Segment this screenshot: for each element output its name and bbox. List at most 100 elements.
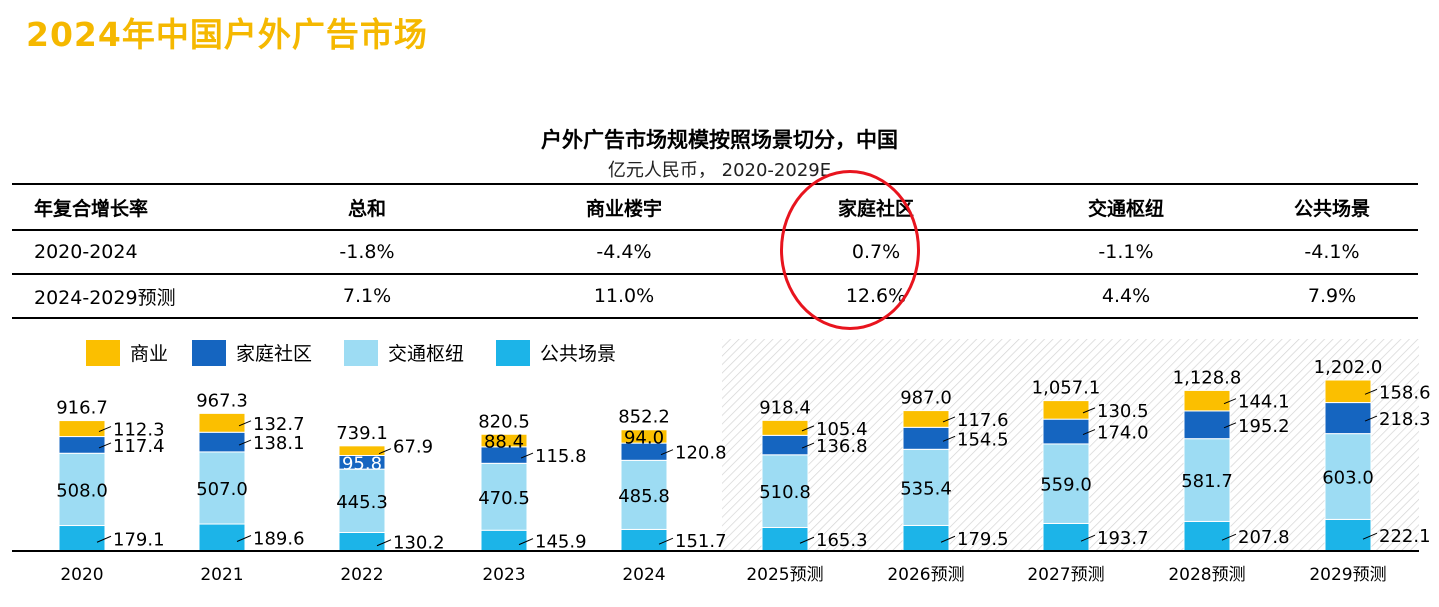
- cagr-header-public: 公共场景: [1293, 197, 1370, 220]
- data-label-community: 95.8: [342, 453, 382, 474]
- bar-segment-community: [198, 431, 246, 453]
- table-cell: -4.1%: [1304, 241, 1360, 263]
- bar-segment-transport: [620, 459, 668, 530]
- bar-segment-community: [1183, 410, 1231, 440]
- data-label-commercial: 132.7: [253, 414, 305, 435]
- table-cell: 7.9%: [1307, 285, 1357, 307]
- data-label-public: 130.2: [393, 533, 445, 554]
- data-label-transport: 470.5: [478, 488, 530, 509]
- table-cell: 11.0%: [593, 285, 655, 307]
- legend-swatch-community: [192, 339, 226, 366]
- data-label-commercial: 117.6: [957, 410, 1009, 431]
- bar-segment-public: [1183, 520, 1231, 552]
- bar-segment-transport: [480, 462, 528, 531]
- table-cell: 2024-2029预测: [34, 286, 176, 309]
- data-label-commercial: 144.1: [1238, 392, 1290, 413]
- data-label-transport: 535.4: [900, 478, 952, 499]
- bar-segment-community: [761, 434, 809, 456]
- data-label-commercial: 94.0: [624, 427, 664, 448]
- table-cell: 7.1%: [342, 285, 392, 307]
- data-label-leader: [1221, 533, 1237, 541]
- bar-segment-public: [58, 525, 106, 552]
- bar-segment-transport: [902, 448, 950, 526]
- bar-segment-public: [338, 531, 386, 552]
- data-label-community: 138.1: [253, 433, 305, 454]
- bar-segment-transport: [58, 452, 106, 527]
- data-label-community: 120.8: [675, 443, 727, 464]
- data-label-transport: 510.8: [759, 482, 811, 503]
- legend-label-public: 公共场景: [540, 343, 617, 365]
- table-row: 2024-2029预测 7.1% 11.0% 12.6% 4.4% 7.9%: [12, 274, 1418, 318]
- table-row: 2020-2024 -1.8% -4.4% 0.7% -1.1% -4.1%: [12, 230, 1418, 274]
- legend-swatch-commercial: [86, 339, 120, 366]
- data-label-transport: 581.7: [1181, 471, 1233, 492]
- cagr-table: 年复合增长率 总和 商业楼宇 家庭社区 交通枢纽 公共场景 2020-2024 …: [12, 183, 1418, 319]
- data-label-transport: 485.8: [618, 486, 670, 507]
- chart-title: 户外广告市场规模按照场景切分，中国: [541, 128, 898, 152]
- x-tick-label: 2026预测: [887, 565, 964, 585]
- data-label-commercial: 112.3: [113, 420, 165, 441]
- bar-segment-public: [198, 523, 246, 552]
- data-label-community: 136.8: [816, 436, 868, 457]
- data-label-leader: [801, 442, 815, 449]
- table-cell: 12.6%: [845, 285, 907, 307]
- bar-segment-community: [1042, 418, 1090, 445]
- data-label-transport: 507.0: [196, 479, 248, 500]
- total-label: 1,128.8: [1173, 367, 1242, 388]
- bar-segment-commercial: [1042, 400, 1090, 420]
- data-label-leader: [236, 535, 252, 542]
- data-label-leader: [98, 442, 112, 449]
- total-label: 852.2: [618, 407, 670, 428]
- bar-segment-commercial: [620, 429, 668, 444]
- table-cell: 4.4%: [1101, 285, 1151, 307]
- data-label-leader: [238, 439, 252, 446]
- data-label-leader: [98, 426, 112, 433]
- data-label-transport: 508.0: [56, 480, 108, 501]
- data-label-leader: [942, 416, 956, 423]
- data-label-public: 193.7: [1097, 528, 1149, 549]
- x-tick-label: 2027预测: [1027, 565, 1104, 585]
- page-title: 2024年中国户外广告市场: [26, 15, 428, 54]
- data-label-leader: [658, 537, 674, 545]
- data-label-community: 218.3: [1379, 409, 1431, 430]
- bar-segment-community: [902, 426, 950, 450]
- data-label-community: 174.0: [1097, 423, 1149, 444]
- bar-segment-transport: [1183, 438, 1231, 522]
- table-cell: -1.1%: [1098, 241, 1154, 263]
- total-label: 820.5: [478, 411, 530, 432]
- legend-item-public: 公共场景: [496, 339, 616, 366]
- bar-segment-commercial: [1183, 389, 1231, 412]
- data-label-community: 115.8: [535, 446, 587, 467]
- data-label-transport: 603.0: [1322, 468, 1374, 489]
- legend-label-community: 家庭社区: [236, 343, 313, 365]
- table-cell: -4.4%: [596, 241, 652, 263]
- data-label-commercial: 88.4: [484, 432, 524, 453]
- data-label-public: 222.1: [1379, 526, 1431, 547]
- data-label-community: 117.4: [113, 436, 165, 457]
- data-label-commercial: 67.9: [393, 437, 433, 458]
- bar-segment-commercial: [58, 420, 106, 438]
- legend-item-commercial: 商业: [86, 339, 168, 366]
- legend-swatch-transport: [344, 339, 378, 366]
- bar-segment-commercial: [198, 412, 246, 433]
- legend-label-commercial: 商业: [130, 343, 169, 365]
- table-cell: -1.8%: [339, 241, 395, 263]
- data-label-leader: [1362, 532, 1378, 540]
- total-label: 1,057.1: [1032, 378, 1101, 399]
- total-label: 1,202.0: [1314, 357, 1383, 378]
- bar-segment-commercial: [1324, 379, 1372, 404]
- data-label-leader: [518, 538, 534, 546]
- bar-segment-public: [480, 529, 528, 552]
- total-label: 987.0: [900, 388, 952, 409]
- legend-item-community: 家庭社区: [192, 339, 312, 366]
- data-label-public: 165.3: [816, 530, 868, 551]
- legend-swatch-public: [496, 339, 530, 366]
- data-label-leader: [376, 539, 392, 547]
- bar-segment-public: [761, 526, 809, 552]
- x-tick-label: 2029预测: [1309, 565, 1386, 585]
- bar-segment-transport: [1324, 433, 1372, 520]
- total-label: 918.4: [759, 397, 811, 418]
- data-label-community: 154.5: [957, 429, 1009, 450]
- total-label: 967.3: [196, 390, 248, 411]
